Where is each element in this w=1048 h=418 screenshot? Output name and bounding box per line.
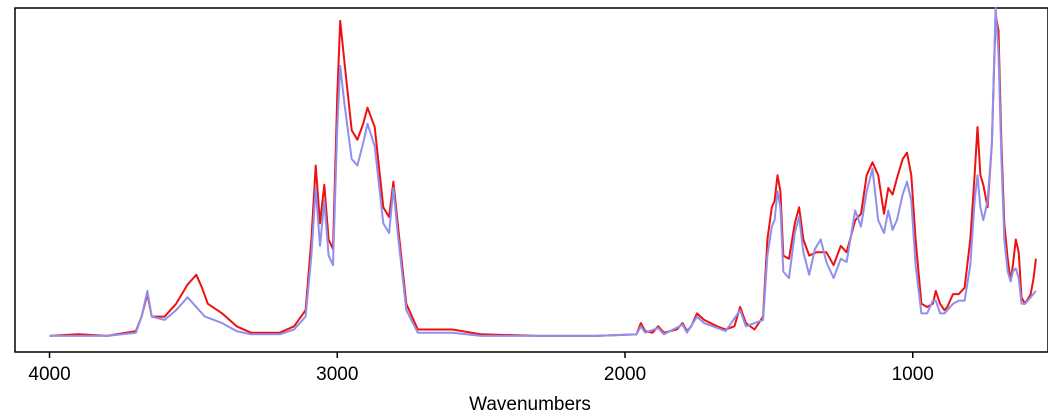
x-axis-title: Wavenumbers: [469, 394, 591, 415]
spectrum-line-2: [49, 7, 1037, 337]
plot-frame: [14, 7, 1048, 353]
x-tick-label: 1000: [892, 364, 934, 385]
series-layer: [49, 7, 1037, 337]
spectrum-line-1: [49, 13, 1037, 337]
x-tick-label: 4000: [28, 364, 70, 385]
x-tick-label: 2000: [604, 364, 646, 385]
x-axis-ticks: 4000 3000 2000 1000: [28, 352, 934, 385]
x-tick-label: 3000: [316, 364, 358, 385]
